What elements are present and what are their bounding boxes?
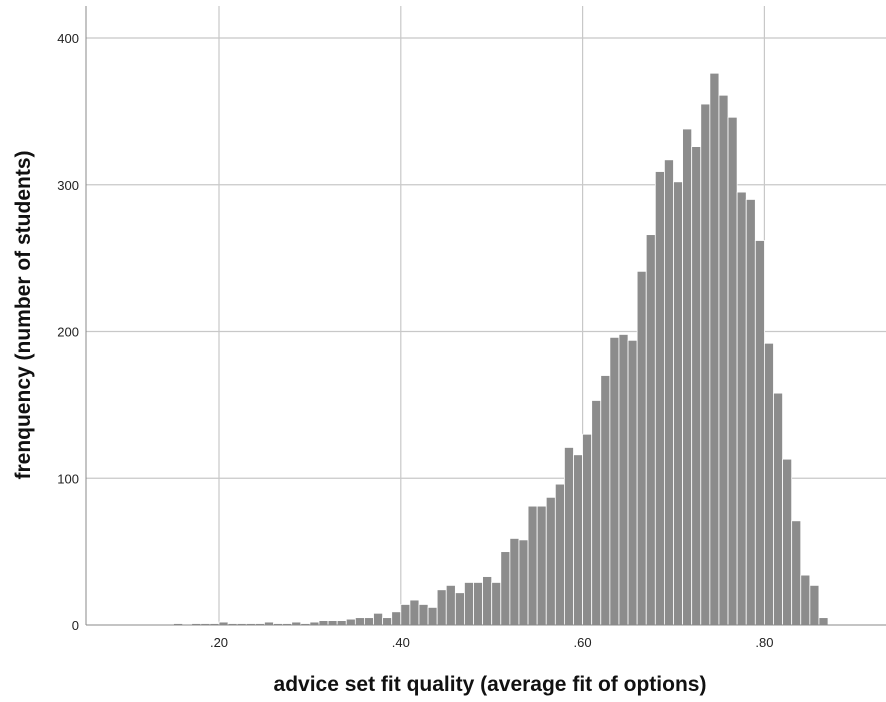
histogram-bar	[818, 617, 829, 626]
histogram-bar	[564, 447, 574, 626]
histogram-bar	[591, 400, 602, 626]
histogram-bar	[664, 159, 674, 626]
histogram-bar	[373, 612, 384, 626]
histogram-bar	[336, 620, 347, 626]
histogram-bar	[536, 505, 547, 626]
histogram-bar	[791, 520, 802, 626]
y-tick-label: 100	[57, 471, 79, 486]
histogram-bar	[473, 582, 484, 626]
histogram-bar	[800, 574, 811, 626]
y-tick-label: 300	[57, 178, 79, 193]
histogram-bar	[554, 483, 565, 626]
histogram-bar	[627, 339, 638, 626]
gridlines	[86, 6, 886, 625]
histogram-bar	[491, 582, 502, 626]
histogram-bar	[654, 171, 665, 626]
x-axis-title: advice set fit quality (average fit of o…	[274, 673, 707, 696]
histogram-bar	[745, 199, 756, 626]
y-tick-label: 400	[57, 31, 79, 46]
histogram-bar	[600, 375, 611, 626]
histogram-bar	[754, 240, 765, 626]
histogram-bar	[391, 611, 402, 626]
histogram-bar	[773, 392, 783, 626]
histogram-bar	[345, 618, 356, 626]
histogram-bar	[727, 116, 738, 626]
histogram-bar	[700, 103, 711, 626]
y-tick-labels: 0 100 200 300 400	[57, 31, 79, 633]
histogram-bar	[464, 582, 474, 626]
histogram-bar	[809, 584, 820, 626]
histogram-bar	[518, 539, 529, 626]
histogram-bars	[173, 72, 829, 626]
histogram-bar	[645, 234, 656, 626]
x-tick-label: .60	[574, 635, 592, 650]
axes	[85, 6, 886, 626]
histogram-bar	[609, 336, 620, 626]
x-tick-labels: .20 .40 .60 .80	[210, 635, 773, 650]
histogram-bar	[318, 620, 329, 626]
x-tick-label: .40	[392, 635, 410, 650]
histogram-bar	[400, 604, 411, 626]
histogram-bar	[509, 538, 520, 626]
histogram-bar	[691, 146, 702, 626]
y-tick-label: 0	[72, 618, 79, 633]
x-tick-label: .20	[210, 635, 228, 650]
y-tick-label: 200	[57, 325, 79, 340]
histogram-bar	[673, 181, 683, 626]
histogram-bar	[500, 551, 511, 626]
histogram-bar	[409, 599, 420, 626]
histogram-bar	[382, 617, 393, 626]
histogram-bar	[764, 342, 774, 626]
histogram-bar	[573, 454, 584, 626]
histogram-bar	[582, 433, 593, 626]
y-axis-title: frenquency (number of students)	[12, 150, 35, 479]
histogram-bar	[545, 496, 556, 626]
histogram-bar	[364, 617, 374, 626]
histogram-bar	[782, 458, 793, 626]
histogram-bar	[436, 589, 447, 626]
histogram-bar	[527, 505, 538, 626]
histogram-bar	[418, 604, 429, 626]
histogram-bar	[454, 592, 465, 626]
histogram-bar	[709, 72, 720, 626]
histogram-bar	[327, 620, 338, 626]
histogram-bar	[636, 270, 647, 626]
histogram-bar	[618, 334, 629, 626]
histogram-bar	[427, 606, 438, 626]
histogram-bar	[718, 94, 729, 626]
histogram-bar	[354, 617, 365, 626]
histogram-bar	[736, 191, 747, 626]
histogram-bar	[682, 128, 693, 626]
histogram-bar	[445, 584, 456, 626]
histogram-bar	[482, 576, 493, 626]
x-tick-label: .80	[755, 635, 773, 650]
